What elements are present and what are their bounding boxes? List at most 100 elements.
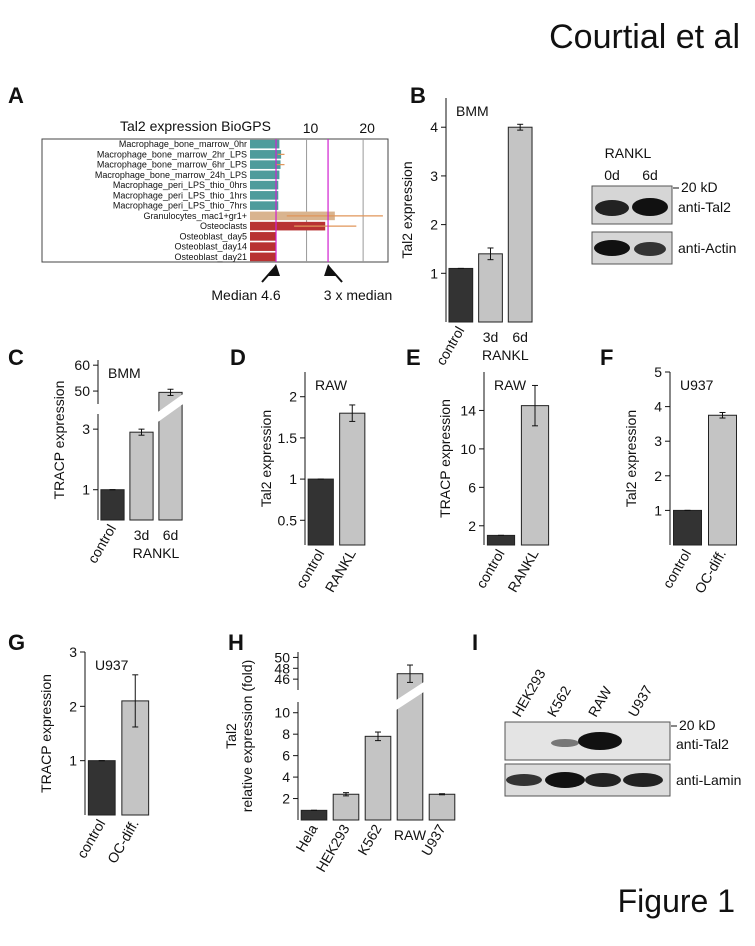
row-label: anti-Tal2 [676, 736, 729, 752]
y-tick-label: 6 [282, 748, 290, 764]
y-tick-label: 60 [74, 357, 90, 373]
y-tick-label: 2 [289, 389, 297, 405]
category-label: Osteoblast_day14 [174, 242, 247, 252]
x-tick-label: 3d [134, 527, 150, 543]
bar [364, 735, 392, 821]
category-label: Osteoclasts [200, 221, 248, 231]
inset-label: BMM [456, 103, 489, 119]
y-tick-label: 4 [282, 769, 290, 785]
arrow-head [324, 264, 337, 276]
panel-letter: C [8, 345, 24, 370]
bar [250, 242, 276, 251]
y-tick-label: 6 [468, 479, 476, 495]
bar [129, 431, 154, 521]
y-tick-label: 46 [274, 671, 290, 687]
x-tick-label: 10 [303, 120, 319, 136]
x-tick-label: RAW [394, 827, 427, 843]
y-tick-label: 3 [654, 433, 662, 449]
bar [332, 793, 360, 821]
bar [250, 160, 281, 169]
y-tick-label: 3 [69, 644, 77, 660]
group-label: RANKL [133, 545, 180, 561]
y-tick-label: 2 [69, 698, 77, 714]
x-tick-label: K562 [354, 821, 384, 858]
band [545, 772, 585, 788]
bar [428, 793, 456, 821]
bar [250, 180, 279, 190]
y-tick-label: 4 [654, 399, 662, 415]
x-tick-label: 6d [163, 527, 179, 543]
y-axis-label: Tal2 expression [258, 410, 274, 507]
x-tick-label: control [659, 547, 694, 591]
header: Courtial et al [549, 18, 740, 56]
x-tick-label: RANKL [504, 546, 541, 595]
panel-letter: H [228, 630, 244, 655]
y-tick-label: 3 [430, 168, 438, 184]
x-tick-label: Hela [292, 821, 320, 854]
x-tick-label: OC-diff. [691, 547, 729, 597]
band [632, 198, 668, 216]
y-tick-label: 8 [282, 726, 290, 742]
bar [250, 170, 280, 180]
x-tick-label: OC-diff. [104, 817, 142, 867]
bar [87, 760, 116, 816]
arrow-head [268, 264, 281, 276]
band [585, 773, 621, 787]
y-tick-label: 1 [69, 753, 77, 769]
band [578, 732, 622, 750]
bar [486, 534, 516, 546]
y-tick-label: 4 [430, 119, 438, 135]
y-tick-label: 1 [289, 471, 297, 487]
y-tick-label: 3 [82, 421, 90, 437]
annotation-label: Median 4.6 [211, 287, 280, 303]
bar [478, 253, 503, 323]
figure-label: Figure 1 [618, 883, 735, 919]
row-label: anti-Tal2 [678, 199, 731, 215]
blot-title: RANKL [605, 145, 652, 161]
band [634, 242, 666, 256]
category-label: Osteoblast_day5 [179, 231, 247, 241]
category-label: Macrophage_peri_LPS_thio_0hrs [113, 180, 248, 190]
category-label: Granulocytes_mac1+gr1+ [143, 211, 247, 221]
plot-frame [41, 138, 389, 263]
y-tick-label: 0.5 [278, 512, 298, 528]
x-tick-label: control [84, 522, 119, 566]
blot-i: I HEK293 K562 RAW U937 20 kD anti-Tal2 a… [472, 630, 741, 797]
blot-membrane [504, 721, 671, 761]
category-label: Macrophage_bone_marrow_0hr [119, 139, 247, 149]
y-tick-label: 5 [654, 364, 662, 380]
inset-label: U937 [680, 377, 714, 393]
y-tick-label: 10 [460, 441, 476, 457]
row-label: anti-Actin [678, 240, 736, 256]
y-axis-label: Tal2 expression [623, 410, 639, 507]
lane-label: RAW [585, 683, 615, 720]
panel-letter: I [472, 630, 478, 655]
bar [100, 489, 125, 521]
bar [708, 414, 737, 546]
x-tick-label: control [73, 817, 108, 861]
lane-label: 6d [642, 167, 658, 183]
y-tick-label: 2 [654, 468, 662, 484]
y-tick-label: 1 [82, 482, 90, 498]
lane-label: K562 [544, 683, 574, 720]
group-label: RANKL [482, 347, 529, 363]
bar [339, 412, 366, 546]
axis-break [157, 394, 184, 422]
x-tick-label: RANKL [322, 546, 359, 595]
band [595, 200, 629, 216]
lane-label: 0d [604, 167, 620, 183]
chart-title: Tal2 expression BioGPS [120, 118, 271, 134]
panel-letter: E [406, 345, 421, 370]
x-tick-label: 3d [483, 329, 499, 345]
marker-label: 20 kD [681, 179, 718, 195]
x-tick-label: control [473, 547, 508, 591]
y-tick-label: 2 [468, 518, 476, 534]
y-axis-label: relative expression (fold) [239, 660, 255, 813]
x-tick-label: 20 [359, 120, 375, 136]
panel-letter: B [410, 83, 426, 108]
y-tick-label: 1.5 [278, 430, 298, 446]
panel-letter: A [8, 83, 24, 108]
panel-letter: F [600, 345, 613, 370]
row-label: anti-Lamin [676, 772, 741, 788]
